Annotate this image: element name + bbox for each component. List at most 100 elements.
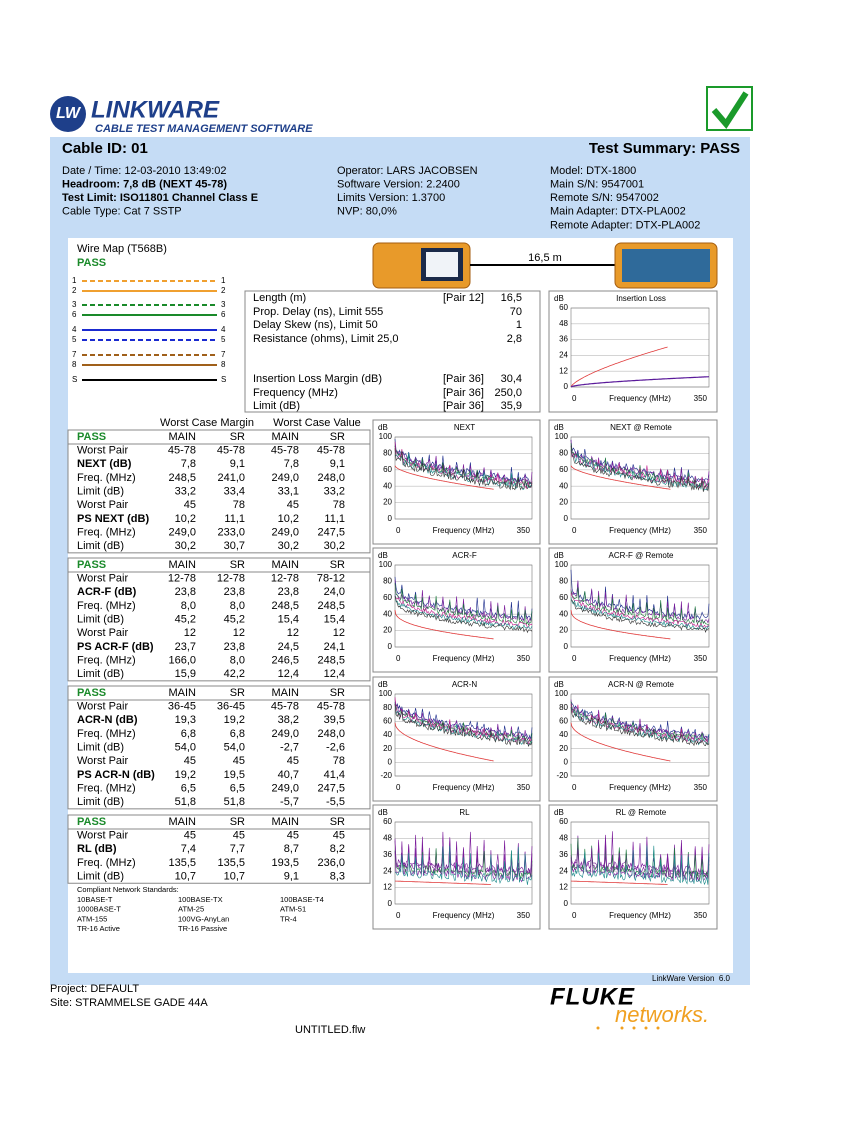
cell: 8,0 — [230, 654, 245, 666]
y-tick-label: 48 — [559, 834, 568, 843]
measurement-pair: [Pair 12] — [443, 292, 484, 304]
row-label: Worst Pair — [77, 445, 128, 457]
cell: 54,0 — [224, 742, 245, 754]
cell: 193,5 — [271, 857, 299, 869]
measurement-value: 35,9 — [501, 400, 522, 412]
trace — [394, 610, 494, 640]
table-col-header: MAIN — [169, 431, 197, 443]
pin-label: 7 — [72, 350, 77, 359]
y-tick-label: 0 — [388, 757, 393, 766]
row-label: Freq. (MHz) — [77, 857, 136, 869]
table-result: PASS — [77, 559, 106, 571]
plot-frame — [394, 564, 533, 648]
remote-face — [622, 249, 710, 282]
cell: 6,5 — [181, 782, 196, 794]
cell: 54,0 — [175, 742, 196, 754]
graph-unit: dB — [378, 423, 388, 432]
y-tick-label: 100 — [379, 689, 393, 698]
cell: 9,1 — [284, 871, 299, 883]
cell: 33,1 — [278, 486, 299, 498]
cell: 78-12 — [317, 573, 345, 585]
y-tick-label: 36 — [559, 850, 568, 859]
row-label: Freq. (MHz) — [77, 472, 136, 484]
cell: 7,8 — [181, 458, 196, 470]
standard: 10BASE-T — [77, 895, 113, 904]
cell: 8,0 — [230, 600, 245, 612]
info-line: Operator: LARS JACOBSEN — [337, 165, 478, 177]
y-tick-label: 100 — [555, 689, 569, 698]
cell: 10,2 — [278, 513, 299, 525]
row-label: RL (dB) — [77, 843, 117, 855]
cell: 30,2 — [175, 540, 196, 552]
info-line: Software Version: 2.2400 — [337, 179, 460, 191]
trace — [570, 610, 671, 640]
measurement-label: Delay Skew (ns), Limit 50 — [253, 319, 378, 331]
value-header: Worst Case Value — [273, 417, 361, 429]
y-tick-label: 40 — [383, 730, 392, 739]
cell: 6,5 — [230, 782, 245, 794]
graph-title: ACR-N — [452, 680, 478, 689]
info-line: Remote Adapter: DTX-PLA002 — [550, 219, 700, 231]
cell: 248,5 — [317, 654, 345, 666]
measurement-pair: [Pair 36] — [443, 387, 484, 399]
table-col-header: SR — [330, 816, 345, 828]
cell: 45 — [287, 755, 299, 767]
y-tick-label: 100 — [379, 560, 393, 569]
pin-label: 3 — [72, 300, 77, 309]
row-label: Limit (dB) — [77, 486, 124, 498]
graph-title: Insertion Loss — [616, 294, 666, 303]
trace — [570, 845, 710, 886]
pin-label: 2 — [72, 286, 77, 295]
row-label: Freq. (MHz) — [77, 654, 136, 666]
trace — [394, 445, 533, 487]
table-col-header: SR — [230, 687, 245, 699]
trace — [570, 699, 710, 741]
x-tick-label: 350 — [694, 654, 708, 663]
cell: 45,2 — [224, 614, 245, 626]
cell: 45-78 — [317, 445, 345, 457]
cell: 45,2 — [175, 614, 196, 626]
graph-unit: dB — [378, 680, 388, 689]
trace — [394, 595, 533, 634]
standard: ATM-25 — [178, 905, 204, 914]
y-tick-label: 100 — [555, 560, 569, 569]
x-tick-label: 350 — [517, 911, 531, 920]
table-result: PASS — [77, 816, 106, 828]
plot-frame — [570, 436, 710, 520]
trace — [570, 569, 710, 620]
table-box — [67, 429, 371, 554]
main-display — [426, 252, 458, 277]
graph-title: ACR-N @ Remote — [608, 680, 674, 689]
trace — [570, 701, 710, 740]
y-tick-label: 20 — [383, 498, 392, 507]
x-tick-label: 350 — [517, 783, 531, 792]
table-col-header: SR — [230, 816, 245, 828]
cell: -2,6 — [326, 742, 345, 754]
table-col-header: MAIN — [169, 816, 197, 828]
y-tick-label: 80 — [383, 703, 392, 712]
cell: 33,2 — [175, 486, 196, 498]
cell: 15,9 — [175, 668, 196, 680]
info-line: Cable Type: Cat 7 SSTP — [62, 206, 182, 218]
cell: 9,1 — [330, 458, 345, 470]
row-label: Worst Pair — [77, 627, 128, 639]
y-tick-label: 0 — [564, 899, 569, 908]
cell: 236,0 — [317, 857, 345, 869]
cell: 12 — [333, 627, 345, 639]
trace — [394, 594, 533, 630]
cell: 11,1 — [324, 513, 345, 525]
standard: TR-4 — [280, 914, 297, 923]
y-tick-label: 60 — [559, 303, 568, 312]
info-line: NVP: 80,0% — [337, 206, 397, 218]
pin-label: 6 — [72, 310, 77, 319]
measurement-value: 30,4 — [501, 373, 522, 385]
cell: 248,0 — [317, 728, 345, 740]
plot-frame — [394, 436, 533, 520]
cell: 24,0 — [324, 586, 345, 598]
trace — [394, 448, 533, 491]
y-tick-label: 60 — [559, 716, 568, 725]
row-label: Limit (dB) — [77, 668, 124, 680]
y-tick-label: 60 — [383, 716, 392, 725]
cell: 15,4 — [324, 614, 345, 626]
cell: 248,5 — [168, 472, 196, 484]
